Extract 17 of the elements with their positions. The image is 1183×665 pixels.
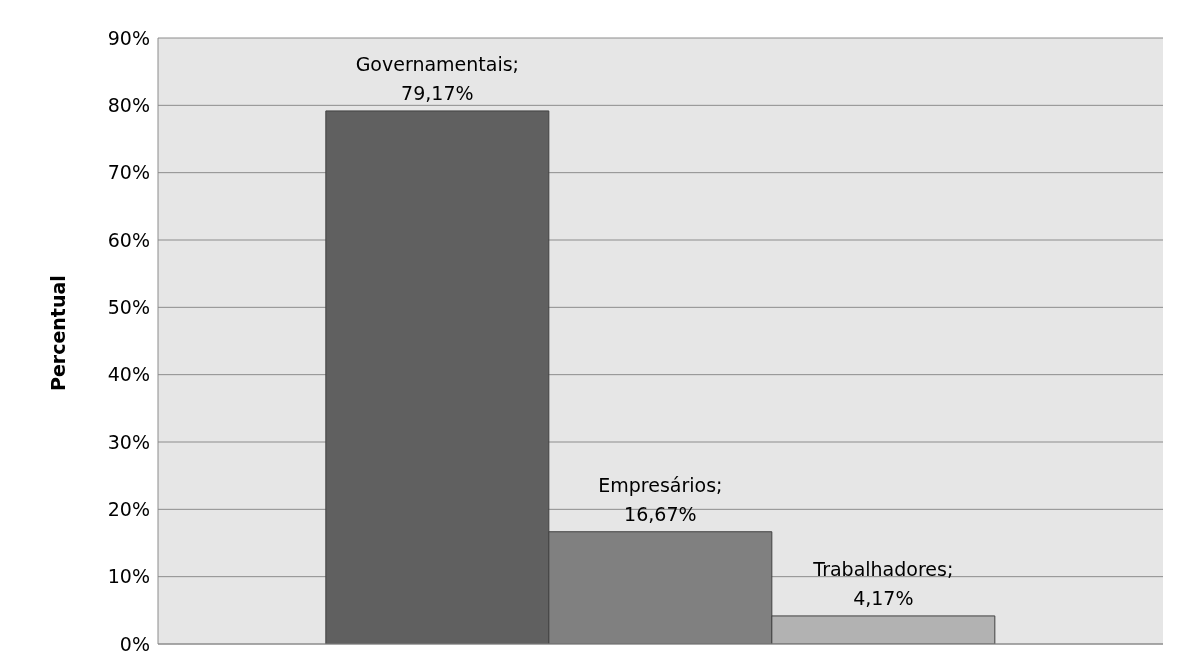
- data-label: 16,67%: [624, 502, 697, 525]
- series-label: Trabalhadores;: [812, 557, 954, 580]
- y-tick-label: 40%: [107, 363, 150, 386]
- y-tick-label: 10%: [107, 565, 150, 588]
- y-tick-label: 70%: [107, 161, 150, 184]
- data-label: 79,17%: [401, 81, 474, 104]
- y-tick-label: 0%: [119, 632, 150, 655]
- y-tick-label: 60%: [107, 228, 150, 251]
- y-tick-label: 90%: [107, 26, 150, 49]
- y-axis-title: Percentual: [46, 275, 69, 391]
- series-label: Governamentais;: [355, 52, 520, 75]
- y-tick-label: 80%: [107, 94, 150, 117]
- y-tick-label: 30%: [107, 430, 150, 453]
- data-label: 4,17%: [853, 586, 914, 609]
- y-tick-label: 20%: [107, 498, 150, 521]
- series-label: Empresários;: [598, 473, 723, 496]
- y-tick-label: 50%: [107, 296, 150, 319]
